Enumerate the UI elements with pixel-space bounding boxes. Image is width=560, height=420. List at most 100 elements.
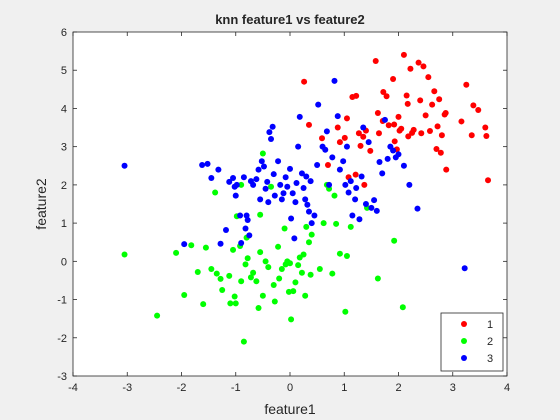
data-point-series-3 <box>181 241 188 248</box>
data-point-series-2 <box>342 308 349 315</box>
data-point-series-3 <box>347 178 354 185</box>
data-point-series-2 <box>303 223 310 230</box>
data-point-series-2 <box>212 189 219 196</box>
legend-marker-2 <box>461 338 467 344</box>
data-point-series-1 <box>443 166 450 173</box>
x-tick-label: -2 <box>177 382 187 394</box>
data-point-series-2 <box>268 183 275 190</box>
data-point-series-2 <box>217 275 224 282</box>
data-point-series-3 <box>266 129 273 136</box>
legend-marker-1 <box>461 321 467 327</box>
data-point-series-2 <box>255 304 262 311</box>
x-tick-label: -1 <box>231 382 241 394</box>
data-point-series-1 <box>391 138 398 145</box>
data-point-series-2 <box>391 237 398 244</box>
data-point-series-3 <box>373 207 380 214</box>
data-point-series-1 <box>418 130 425 137</box>
data-point-series-2 <box>231 293 238 300</box>
data-point-series-2 <box>271 298 278 305</box>
data-point-series-2 <box>240 338 247 345</box>
data-point-series-2 <box>208 265 215 272</box>
data-point-series-1 <box>410 126 417 133</box>
data-point-series-3 <box>334 113 341 120</box>
data-point-series-3 <box>376 158 383 165</box>
data-point-series-1 <box>482 124 489 131</box>
data-point-series-3 <box>303 173 310 180</box>
data-point-series-1 <box>374 110 381 117</box>
data-point-series-2 <box>257 249 264 256</box>
legend-marker-3 <box>461 355 467 361</box>
data-point-series-3 <box>242 225 249 232</box>
data-point-series-1 <box>436 96 443 103</box>
data-point-series-1 <box>361 181 368 188</box>
data-point-series-1 <box>360 133 367 140</box>
data-point-series-3 <box>340 158 347 165</box>
legend-label-2: 2 <box>487 336 493 348</box>
data-points <box>121 51 492 345</box>
data-point-series-2 <box>181 291 188 298</box>
data-point-series-3 <box>304 201 311 208</box>
data-point-series-2 <box>259 292 266 299</box>
data-point-series-1 <box>336 139 343 146</box>
x-tick-label: 2 <box>395 382 401 394</box>
x-tick-label: 0 <box>287 382 293 394</box>
data-point-series-2 <box>219 287 226 293</box>
data-point-series-2 <box>200 301 207 308</box>
data-point-series-3 <box>356 216 363 223</box>
data-point-series-1 <box>398 125 405 132</box>
data-point-series-1 <box>422 112 429 119</box>
data-point-series-1 <box>415 59 422 66</box>
data-point-series-2 <box>320 220 327 227</box>
data-point-series-3 <box>250 181 257 188</box>
data-point-series-1 <box>463 81 470 88</box>
data-point-series-1 <box>403 92 410 99</box>
data-point-series-1 <box>343 115 350 122</box>
data-point-series-3 <box>232 192 239 199</box>
data-point-series-3 <box>260 163 267 170</box>
y-tick-label: 6 <box>61 27 67 39</box>
data-point-series-3 <box>233 181 240 188</box>
data-point-series-1 <box>475 106 482 113</box>
data-point-series-3 <box>222 226 229 233</box>
data-point-series-3 <box>121 162 128 169</box>
data-point-series-3 <box>371 197 378 204</box>
data-point-series-3 <box>208 175 215 182</box>
data-point-series-1 <box>341 134 348 141</box>
data-point-series-3 <box>244 217 251 224</box>
data-point-series-2 <box>230 246 237 253</box>
data-point-series-3 <box>226 178 233 185</box>
data-point-series-1 <box>407 65 414 72</box>
data-point-series-1 <box>431 88 438 95</box>
data-point-series-3 <box>246 232 253 239</box>
data-point-series-3 <box>270 171 277 178</box>
data-point-series-3 <box>298 170 305 177</box>
data-point-series-1 <box>405 133 412 140</box>
data-point-series-3 <box>287 165 293 172</box>
data-point-series-1 <box>324 162 331 169</box>
data-point-series-1 <box>367 147 374 154</box>
data-point-series-1 <box>319 135 326 142</box>
data-point-series-2 <box>276 275 283 282</box>
data-point-series-3 <box>368 204 375 211</box>
data-point-series-3 <box>284 183 291 190</box>
data-point-series-2 <box>399 304 406 311</box>
chart-title: knn feature1 vs feature2 <box>215 12 365 27</box>
data-point-series-3 <box>262 185 269 192</box>
data-point-series-3 <box>365 139 372 146</box>
y-tick-label: 0 <box>61 256 67 268</box>
data-point-series-3 <box>381 116 388 123</box>
x-tick-label: 4 <box>504 382 510 394</box>
data-point-series-1 <box>404 100 411 107</box>
data-point-series-3 <box>379 170 386 177</box>
data-point-series-3 <box>342 181 349 188</box>
data-point-series-3 <box>257 196 264 203</box>
data-point-series-1 <box>426 127 433 134</box>
data-point-series-3 <box>395 151 402 158</box>
axis-ticks <box>72 31 508 377</box>
data-point-series-1 <box>301 78 308 85</box>
data-point-series-3 <box>265 199 272 206</box>
data-point-series-3 <box>268 136 275 143</box>
data-point-series-1 <box>380 89 387 96</box>
data-point-series-1 <box>391 121 398 128</box>
